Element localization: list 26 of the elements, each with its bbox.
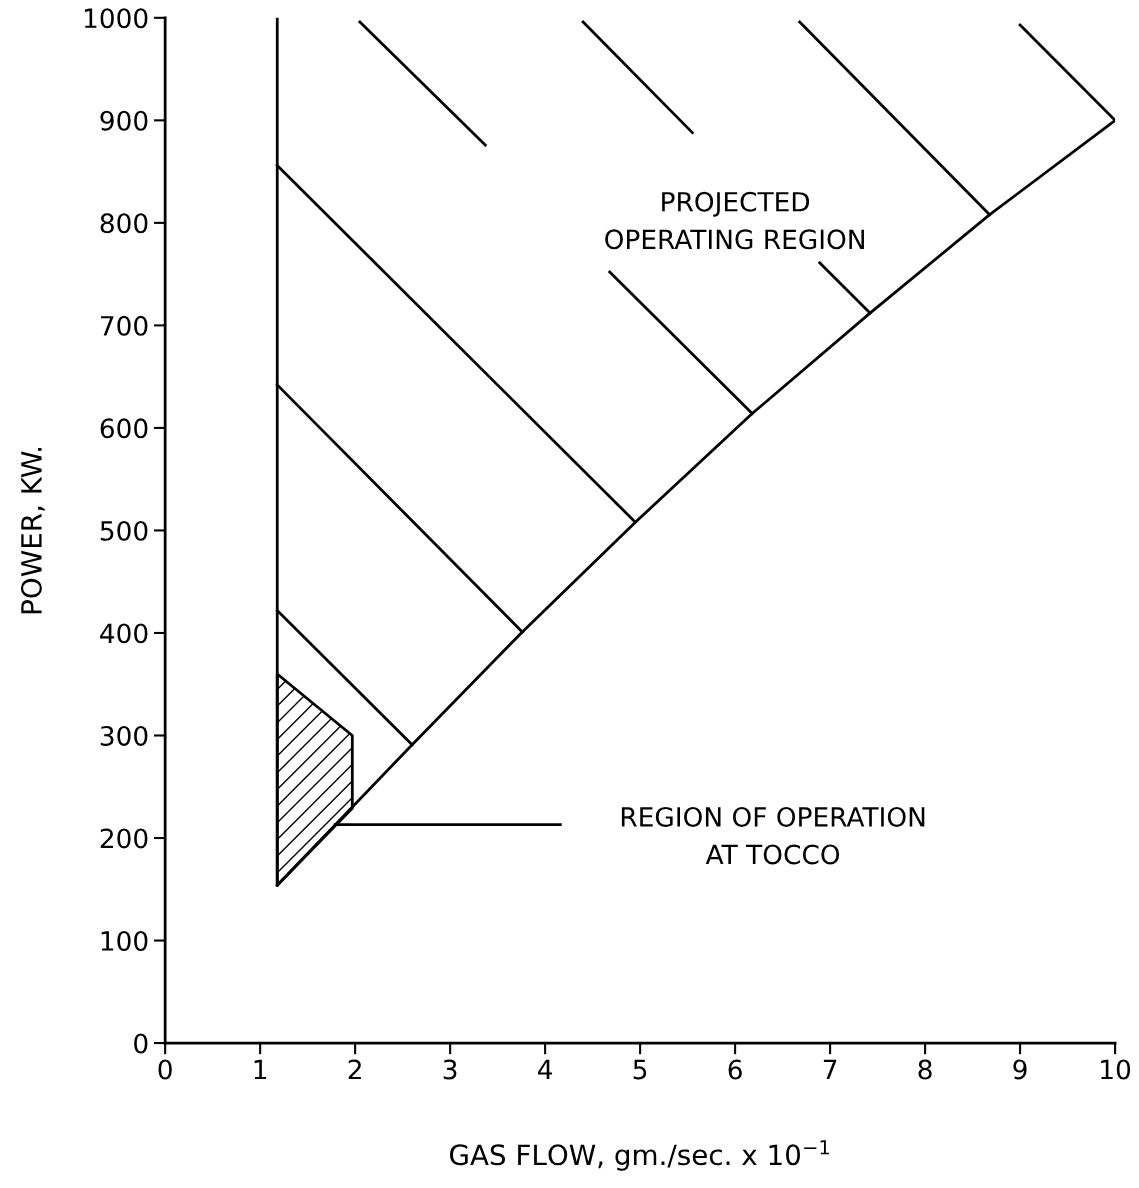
x-tick-label: 2 [348,1059,361,1080]
y-tick-label: 500 [100,520,148,541]
x-tick-label: 5 [633,1059,647,1080]
y-tick-label: 900 [100,110,148,131]
y-tick-label: 700 [100,315,148,336]
y-tick-label: 800 [100,213,148,234]
y-tick-label: 400 [100,623,148,644]
annotation: PROJECTED OPERATING REGION [605,191,864,250]
y-tick-label: 0 [134,1033,148,1054]
x-tick-label: 8 [918,1059,932,1080]
x-tick-label: 9 [1013,1059,1027,1080]
x-tick-label: 3 [443,1059,457,1080]
y-tick-label: 100 [101,930,148,951]
x-tick-label: 0 [158,1059,172,1080]
x-tick-label: 4 [538,1059,553,1080]
y-axis-title: POWER, KW. [20,447,45,614]
annotation: REGION OF OPERATION AT TOCCO [621,806,925,865]
x-tick-label: 6 [728,1059,742,1080]
y-tick-label: 300 [100,725,148,746]
y-tick-label: 200 [100,828,148,849]
x-axis-title: GAS FLOW, gm./sec. x 10$^{−1}$ [450,1140,830,1171]
y-tick-label: 600 [100,418,148,439]
y-tick-label: 1000 [84,8,148,29]
x-tick-label: 10 [1101,1059,1131,1080]
x-tick-label: 1 [254,1059,267,1080]
x-tick-label: 7 [823,1059,837,1080]
